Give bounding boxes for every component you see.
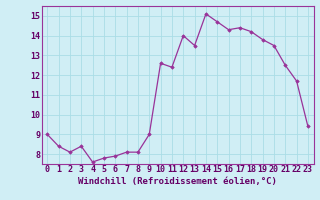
X-axis label: Windchill (Refroidissement éolien,°C): Windchill (Refroidissement éolien,°C) [78, 177, 277, 186]
